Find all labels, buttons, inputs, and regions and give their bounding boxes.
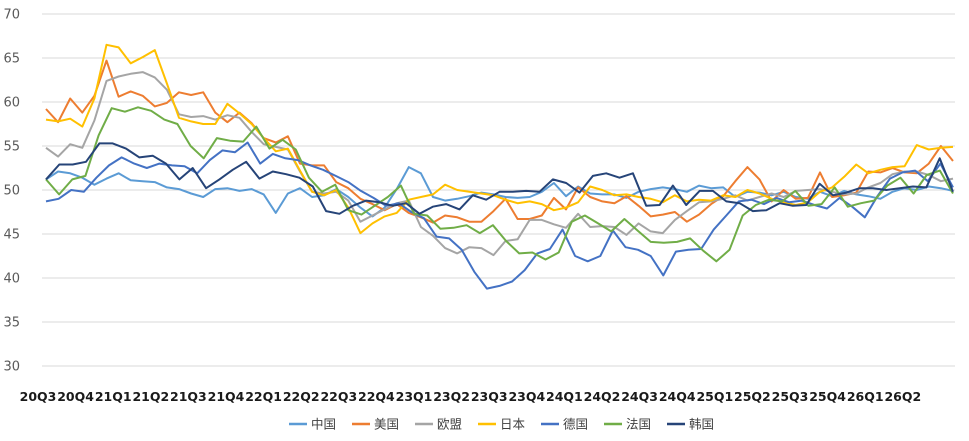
series-line-4: [45, 141, 954, 290]
x-tick-label: 23Q1: [396, 389, 433, 404]
x-tick-label: 21Q3: [170, 389, 207, 404]
x-tick-label: 22Q1: [245, 389, 282, 404]
y-tick-label: 45: [3, 228, 20, 243]
y-tick-label: 70: [3, 8, 20, 23]
legend-label: 法国: [626, 417, 651, 432]
x-tick-label: 21Q4: [208, 389, 245, 404]
x-tick-label: 21Q1: [95, 389, 132, 404]
legend-label: 德国: [563, 417, 588, 432]
x-tick-label: 25Q3: [772, 389, 809, 404]
legend-label: 中国: [311, 417, 336, 432]
x-tick-label: 23Q4: [508, 389, 545, 404]
x-tick-label: 22Q4: [358, 389, 395, 404]
x-tick-label: 23Q3: [471, 389, 508, 404]
x-tick-label: 23Q2: [433, 389, 470, 404]
x-tick-label: 25Q4: [809, 389, 846, 404]
y-axis-ticks: 30 35 40 45 50 55 60 65 70: [3, 8, 20, 375]
gridlines: [42, 13, 955, 367]
x-tick-label: 24Q4: [659, 389, 696, 404]
x-tick-label: 25Q2: [734, 389, 771, 404]
x-tick-label: 22Q2: [283, 389, 320, 404]
series-line-3: [45, 43, 954, 235]
x-tick-label: 24Q2: [584, 389, 621, 404]
legend-label: 欧盟: [437, 417, 462, 432]
x-tick-label: 20Q4: [57, 389, 94, 404]
legend-label: 美国: [374, 417, 399, 432]
x-tick-label: 25Q1: [696, 389, 733, 404]
y-tick-label: 50: [3, 184, 20, 199]
x-tick-label: 24Q3: [621, 389, 658, 404]
y-tick-label: 55: [3, 140, 20, 155]
series-line-5: [45, 106, 954, 263]
x-axis-ticks: 20Q3 20Q4 21Q1 21Q2 21Q3 21Q4 22Q1 22Q2 22Q3 22Q4…: [20, 389, 922, 404]
series-lines: [45, 43, 954, 290]
x-tick-label: 24Q1: [546, 389, 583, 404]
x-tick-label: 21Q2: [132, 389, 169, 404]
legend: 中国 美国 欧盟 日本 德国 法国 韩国: [289, 417, 714, 432]
y-tick-label: 30: [3, 360, 20, 375]
y-tick-label: 40: [3, 272, 20, 287]
series-line-2: [45, 71, 954, 257]
x-tick-label: 20Q3: [20, 389, 57, 404]
series-line-6: [45, 142, 954, 215]
x-tick-label: 22Q3: [320, 389, 357, 404]
x-tick-label: 26Q2: [884, 389, 921, 404]
y-tick-label: 35: [3, 316, 20, 331]
y-tick-label: 60: [3, 96, 20, 111]
legend-label: 日本: [500, 417, 526, 432]
x-tick-label: 26Q1: [847, 389, 884, 404]
y-tick-label: 65: [3, 52, 20, 67]
legend-label: 韩国: [689, 417, 714, 432]
